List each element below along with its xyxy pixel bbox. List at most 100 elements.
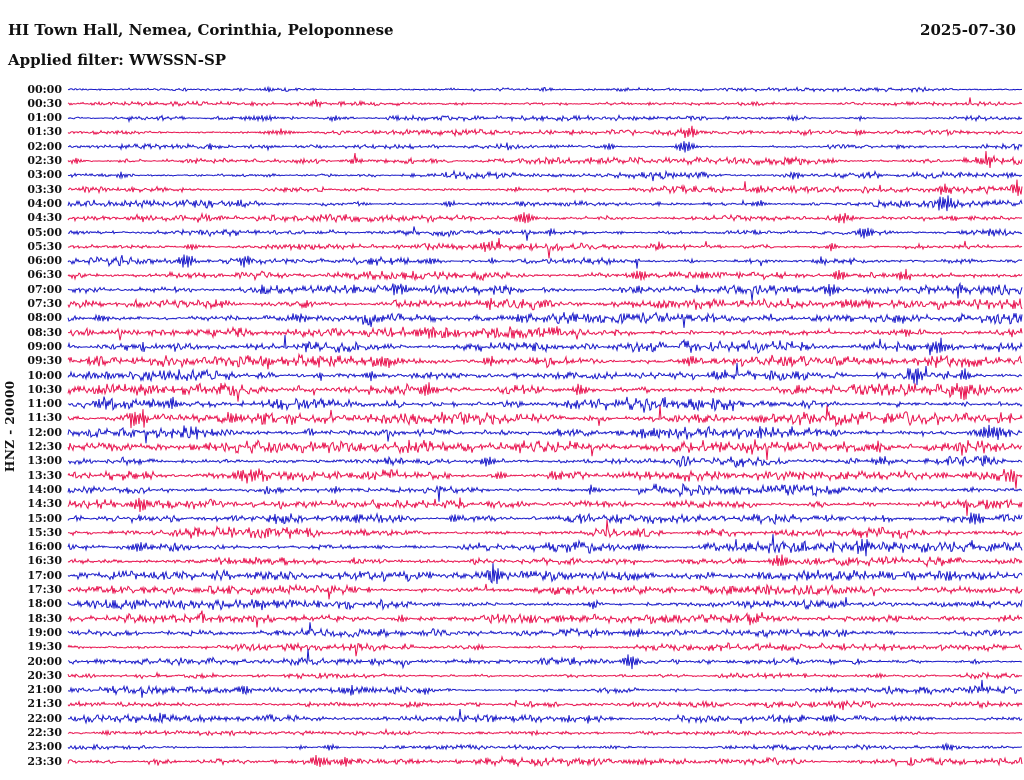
trace-row-2330 (67, 755, 1023, 768)
trace-row-1700 (67, 563, 1023, 585)
time-label-1300: 13:00 (27, 454, 62, 468)
date-label: 2025-07-30 (920, 21, 1016, 39)
time-label-1100: 11:00 (27, 397, 62, 411)
trace-row-2230 (67, 727, 1023, 737)
time-label-0430: 04:30 (27, 211, 62, 225)
trace-row-0200 (68, 141, 1023, 153)
trace-row-1200 (67, 424, 1023, 444)
trace-row-0030 (67, 97, 1023, 109)
time-label-1200: 12:00 (27, 425, 62, 439)
trace-row-2300 (67, 742, 1023, 752)
time-label-0000: 00:00 (27, 82, 62, 96)
time-label-0100: 01:00 (27, 111, 62, 125)
time-label-0130: 01:30 (27, 125, 62, 139)
time-label-0630: 06:30 (27, 268, 62, 282)
trace-row-1530 (67, 519, 1023, 540)
time-label-2030: 20:30 (27, 668, 62, 682)
trace-row-0630 (67, 268, 1023, 282)
trace-row-1130 (67, 405, 1023, 429)
time-label-0730: 07:30 (27, 297, 62, 310)
time-label-1130: 11:30 (27, 411, 62, 425)
time-label-2200: 22:00 (27, 711, 62, 725)
time-label-0900: 09:00 (27, 339, 62, 353)
time-label-2100: 21:00 (27, 683, 62, 697)
time-label-1600: 16:00 (27, 540, 62, 554)
time-label-1530: 15:30 (27, 525, 62, 539)
time-label-0400: 04:00 (27, 196, 62, 210)
trace-row-1430 (67, 497, 1023, 516)
trace-row-0500 (67, 226, 1023, 241)
trace-row-1600 (67, 534, 1023, 557)
trace-row-1030 (67, 381, 1023, 402)
time-label-1430: 14:30 (27, 497, 62, 511)
time-label-1800: 18:00 (27, 597, 62, 611)
trace-row-1000 (67, 362, 1023, 386)
trace-row-1930 (67, 641, 1023, 657)
time-label-0200: 02:00 (27, 139, 62, 153)
trace-row-0330 (68, 179, 1023, 196)
trace-row-0900 (67, 334, 1023, 356)
time-label-1830: 18:30 (27, 611, 62, 625)
trace-row-0430 (67, 211, 1023, 224)
trace-row-0530 (67, 238, 1023, 259)
trace-row-0100 (67, 113, 1023, 124)
time-label-2000: 20:00 (27, 654, 62, 668)
station-title: HI Town Hall, Nemea, Corinthia, Peloponn… (8, 21, 394, 39)
trace-row-1500 (67, 512, 1023, 526)
time-label-1700: 17:00 (27, 568, 62, 582)
time-label-0530: 05:30 (27, 239, 62, 253)
trace-row-0230 (67, 151, 1023, 168)
time-label-1030: 10:30 (27, 382, 62, 396)
trace-row-1800 (67, 597, 1023, 611)
trace-row-1300 (67, 454, 1023, 469)
trace-row-1630 (67, 554, 1023, 568)
trace-row-0930 (67, 352, 1023, 370)
time-label-0500: 05:00 (27, 225, 62, 239)
time-label-2330: 23:30 (27, 754, 62, 768)
applied-filter-label: Applied filter: WWSSN-SP (8, 51, 227, 69)
trace-row-1230 (67, 439, 1023, 461)
trace-row-1100 (67, 396, 1023, 413)
time-label-0830: 08:30 (27, 325, 62, 339)
trace-row-2000 (67, 648, 1023, 670)
time-label-1900: 19:00 (27, 625, 62, 639)
time-label-0030: 00:30 (27, 96, 62, 110)
time-label-0930: 09:30 (27, 354, 62, 368)
trace-row-2200 (67, 709, 1023, 725)
trace-row-0300 (67, 169, 1023, 182)
trace-row-0400 (67, 195, 1023, 212)
time-label-1330: 13:30 (27, 468, 62, 482)
trace-row-1730 (67, 583, 1023, 600)
trace-row-1400 (67, 482, 1023, 502)
time-label-1400: 14:00 (27, 482, 62, 496)
time-label-2130: 21:30 (27, 697, 62, 711)
time-label-1000: 10:00 (27, 368, 62, 382)
trace-row-0730 (67, 297, 1023, 311)
trace-row-1830 (67, 610, 1023, 628)
trace-row-2130 (67, 699, 1023, 711)
time-label-2300: 23:00 (27, 740, 62, 754)
time-label-1230: 12:30 (27, 440, 62, 453)
time-label-0230: 02:30 (27, 154, 62, 167)
trace-row-1900 (67, 622, 1023, 639)
trace-row-0600 (67, 254, 1023, 269)
time-label-1930: 19:30 (27, 640, 62, 654)
time-label-0330: 03:30 (27, 182, 62, 196)
time-label-0600: 06:00 (27, 254, 62, 268)
time-label-1500: 15:00 (27, 511, 62, 525)
time-label-1630: 16:30 (27, 554, 62, 568)
trace-row-0000 (67, 85, 1023, 94)
time-label-2230: 22:30 (27, 726, 62, 739)
time-label-0300: 03:00 (27, 168, 62, 182)
trace-row-1330 (67, 468, 1023, 489)
trace-row-2100 (67, 679, 1023, 698)
time-label-0800: 08:00 (27, 311, 62, 325)
trace-row-0130 (67, 125, 1023, 138)
trace-row-0830 (68, 325, 1023, 341)
trace-row-0700 (67, 281, 1023, 301)
trace-row-2030 (67, 671, 1023, 681)
time-label-0700: 07:00 (27, 282, 62, 296)
time-label-1730: 17:30 (27, 583, 62, 596)
